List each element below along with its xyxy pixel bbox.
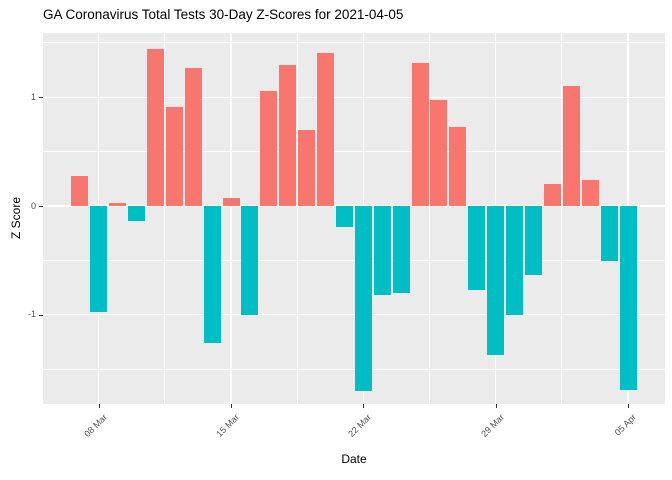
bar-2021-03-15 [222,198,240,206]
bar-2021-03-29 [487,206,505,356]
bar-2021-03-30 [506,206,524,315]
x-tick-mark [98,404,100,408]
y-tick-mark [39,314,43,316]
bar-2021-03-21 [335,206,353,227]
bar-2021-03-10 [128,206,145,222]
x-tick-mark [495,404,497,408]
bar-2021-03-28 [468,206,486,290]
bar-2021-03-09 [109,202,127,206]
x-tick-mark [628,404,630,408]
bar-2021-03-11 [146,49,164,206]
x-major-gridline [230,33,232,404]
y-minor-gridline [43,368,665,370]
x-minor-gridline [429,33,430,404]
x-minor-gridline [296,33,298,404]
y-tick-label: 1 [30,91,36,102]
bar-2021-03-07 [71,175,89,206]
bar-2021-03-17 [260,90,278,206]
bar-2021-03-08 [90,206,108,312]
y-minor-gridline [43,42,665,44]
bar-2021-03-14 [203,206,221,344]
bar-2021-04-02 [562,86,580,206]
chart-title: GA Coronavirus Total Tests 30-Day Z-Scor… [43,7,404,22]
x-tick-label: 05 Apr [612,412,639,438]
bar-2021-03-23 [373,206,391,296]
bar-2021-03-19 [298,129,316,206]
y-minor-gridline [43,260,665,261]
y-tick-mark [39,206,43,207]
x-axis-title: Date [341,452,367,466]
bar-2021-03-22 [354,206,372,391]
bar-2021-04-03 [581,179,599,206]
y-major-gridline [43,205,665,207]
x-minor-gridline [561,33,563,404]
bar-2021-04-01 [543,184,561,206]
y-tick-label: 0 [30,200,36,211]
x-tick-mark [231,404,233,408]
bar-2021-03-26 [430,100,448,206]
y-tick-label: -1 [27,309,36,320]
y-major-gridline [43,314,665,316]
x-tick-label: 08 Mar [81,412,109,439]
x-tick-label: 29 Mar [478,412,506,439]
x-tick-label: 22 Mar [346,412,374,439]
y-tick-mark [39,97,43,99]
plot-panel [43,33,665,404]
y-minor-gridline [43,151,665,153]
bar-2021-03-27 [449,126,467,206]
bar-2021-03-24 [392,206,410,294]
bar-2021-03-16 [241,206,259,315]
x-tick-label: 15 Mar [214,412,242,439]
y-axis-title: Z Score [9,196,23,240]
bar-2021-03-12 [165,106,183,206]
x-tick-mark [363,404,365,408]
x-minor-gridline [164,33,166,404]
bar-2021-03-18 [279,64,297,206]
bar-2021-03-20 [317,52,335,206]
bar-2021-03-25 [411,63,429,206]
bar-2021-03-13 [184,67,202,206]
bar-2021-04-04 [600,206,618,262]
y-major-gridline [43,96,665,98]
bar-2021-03-31 [524,206,542,275]
bar-2021-04-05 [619,206,637,390]
